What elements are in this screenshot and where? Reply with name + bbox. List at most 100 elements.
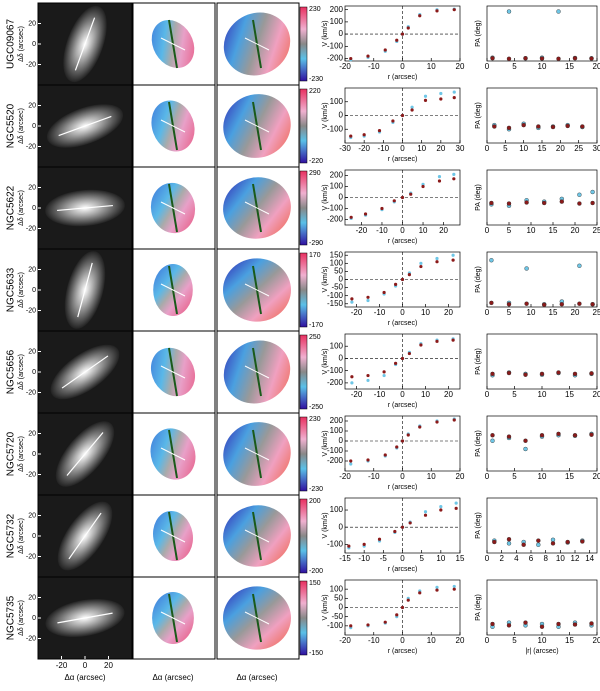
pa-point: [490, 438, 495, 443]
rc-point: [418, 14, 422, 18]
pa-point: [539, 56, 545, 61]
pa-point: [490, 371, 495, 377]
photometric-axis: [244, 611, 270, 625]
y-tick-label: 0: [339, 29, 344, 38]
galaxy-name: NGC5732: [6, 513, 17, 558]
rc-point: [400, 277, 405, 282]
galaxy-name: NGC5520: [6, 103, 17, 148]
img-ytick-label: 20: [28, 594, 36, 601]
rc-point: [452, 584, 456, 589]
y-tick-label: 100: [330, 97, 344, 106]
colorbar-min: -230: [309, 486, 323, 493]
y-tick-label: 50: [334, 593, 343, 602]
x-tick-label: 15: [549, 308, 558, 317]
img-ytick-label: 0: [32, 451, 36, 458]
y-tick-label: 0: [339, 111, 344, 120]
pa-point: [589, 56, 594, 61]
pa-point: [492, 124, 497, 129]
pa-point: [542, 302, 547, 307]
y-tick-label: -100: [327, 41, 344, 50]
x-axis-label: r (arcsec): [388, 566, 418, 573]
rc-point: [423, 513, 428, 517]
x-tick-label: 10: [527, 308, 536, 317]
dec-label: Δδ (arcsec): [18, 26, 25, 62]
pa-point: [580, 539, 585, 544]
dec-label: Δδ (arcsec): [18, 272, 25, 308]
x-tick-label: -10: [368, 62, 380, 71]
pa-point: [506, 370, 512, 376]
x-tick-label: 5: [512, 472, 517, 481]
rc-point: [454, 506, 458, 510]
colorbar-max: 220: [309, 88, 321, 95]
x-tick-label: 20: [593, 636, 600, 645]
img-ytick-label: -20: [26, 143, 36, 150]
rc-point: [439, 91, 443, 96]
y-tick-label: -100: [327, 124, 344, 133]
x-axis-label: |r| (arcsec): [525, 648, 558, 655]
colorbar-max: 200: [309, 498, 321, 505]
y-axis-label: PA (deg): [475, 594, 482, 621]
x-tick-label: -20: [351, 390, 363, 399]
img-ytick-label: -20: [26, 635, 36, 642]
x-tick-label: -15: [339, 554, 351, 563]
rc-point: [349, 56, 353, 61]
rc-point: [423, 510, 428, 514]
rc-point: [395, 38, 399, 42]
pa-point: [506, 56, 512, 61]
galaxy-name: NGC5735: [6, 595, 17, 640]
x-tick-label: 10: [436, 554, 445, 563]
x-tick-label: 30: [593, 144, 600, 153]
pa-point: [490, 621, 495, 627]
x-tick-label: 0: [485, 144, 490, 153]
colorbar-max: 230: [309, 416, 321, 423]
x-tick-label: 10: [556, 554, 565, 563]
y-tick-label: -50: [331, 283, 343, 292]
x-tick-label: 10: [538, 636, 547, 645]
rc-point: [366, 295, 370, 299]
y-tick-label: 0: [339, 436, 344, 445]
pa-frame: [486, 251, 598, 308]
rc-point: [435, 256, 439, 261]
pa-point: [506, 537, 512, 542]
x-tick-label: 0: [400, 472, 405, 481]
rc-point: [439, 97, 443, 101]
major-axis: [77, 262, 93, 318]
x-axis-label: r (arcsec): [388, 156, 418, 163]
x-tick-label: 15: [456, 554, 465, 563]
rc-point: [435, 339, 439, 343]
x-axis-label: r (arcsec): [388, 74, 418, 81]
x-tick-label: 25: [593, 226, 600, 235]
photometric-axis: [244, 529, 270, 543]
rc-point: [410, 108, 414, 112]
x-tick-label: 15: [565, 390, 574, 399]
photometric-axis: [160, 529, 186, 543]
pa-point: [539, 433, 545, 438]
pa-point: [590, 200, 595, 206]
dec-label: Δδ (arcsec): [18, 354, 25, 390]
y-tick-label: 200: [330, 171, 344, 180]
rc-point: [366, 458, 370, 462]
pa-point: [490, 433, 495, 438]
x-tick-label: -10: [358, 554, 370, 563]
rc-point: [406, 598, 410, 602]
pa-point: [536, 124, 541, 129]
x-tick-label: 5: [512, 390, 517, 399]
x-tick-label: 0: [485, 554, 490, 563]
major-axis: [58, 115, 112, 137]
y-axis-label: V (km/s): [322, 348, 329, 374]
y-tick-label: 0: [339, 603, 344, 612]
x-tick-label: 5: [512, 62, 517, 71]
photometric-axis: [244, 283, 270, 297]
rc-point: [418, 591, 422, 595]
pa-point: [590, 189, 595, 195]
y-tick-label: 0: [339, 275, 344, 284]
rc-point: [366, 373, 370, 378]
img-ytick-label: 0: [32, 287, 36, 294]
colorbar: [299, 6, 308, 82]
ra-label: Δα (arcsec): [152, 673, 193, 682]
x-tick-label: 10: [421, 308, 430, 317]
img-ytick-label: -20: [26, 471, 36, 478]
img-ytick-label: -20: [26, 225, 36, 232]
pa-point: [580, 124, 585, 129]
photometric-axis: [160, 283, 186, 297]
